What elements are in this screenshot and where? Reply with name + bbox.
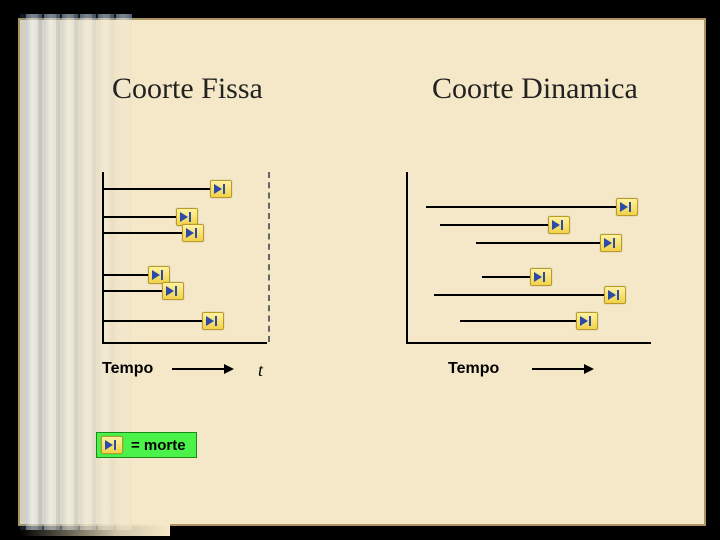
- title-right: Coorte Dinamica: [432, 72, 638, 106]
- tempo-arrow-right: [532, 368, 584, 370]
- title-left: Coorte Fissa: [112, 72, 263, 106]
- subject-line: [434, 294, 610, 296]
- subject-line: [426, 206, 622, 208]
- death-marker-icon: [576, 312, 598, 330]
- legend-label: = morte: [131, 437, 186, 454]
- t-label: t: [258, 360, 263, 381]
- death-marker-icon: [548, 216, 570, 234]
- subject-line: [482, 276, 536, 278]
- subject-line: [104, 290, 168, 292]
- subject-line: [440, 224, 554, 226]
- subject-line: [104, 188, 216, 190]
- axis-horizontal: [406, 342, 651, 344]
- axis-vertical: [102, 172, 104, 342]
- subject-line: [104, 216, 182, 218]
- death-marker-icon: [202, 312, 224, 330]
- tempo-label-right: Tempo: [448, 360, 499, 378]
- tempo-label-left: Tempo: [102, 360, 153, 378]
- subject-line: [104, 232, 188, 234]
- legend-morte: = morte: [96, 432, 197, 458]
- time-t-dashed-line: [268, 172, 270, 342]
- death-marker-icon: [210, 180, 232, 198]
- death-marker-icon: [600, 234, 622, 252]
- subject-line: [104, 320, 208, 322]
- death-marker-icon: [530, 268, 552, 286]
- axis-horizontal: [102, 342, 267, 344]
- subject-line: [104, 274, 154, 276]
- subject-line: [476, 242, 606, 244]
- death-marker-icon: [604, 286, 626, 304]
- tempo-arrowhead-right: [584, 364, 594, 374]
- death-marker-icon: [616, 198, 638, 216]
- axis-vertical: [406, 172, 408, 342]
- tempo-arrowhead-left: [224, 364, 234, 374]
- tempo-arrow-left: [172, 368, 224, 370]
- subject-line: [460, 320, 582, 322]
- death-marker-icon: [101, 436, 123, 454]
- death-marker-icon: [162, 282, 184, 300]
- slide-frame: Coorte Fissa Coorte Dinamica Tempo t Tem…: [18, 18, 706, 526]
- death-marker-icon: [182, 224, 204, 242]
